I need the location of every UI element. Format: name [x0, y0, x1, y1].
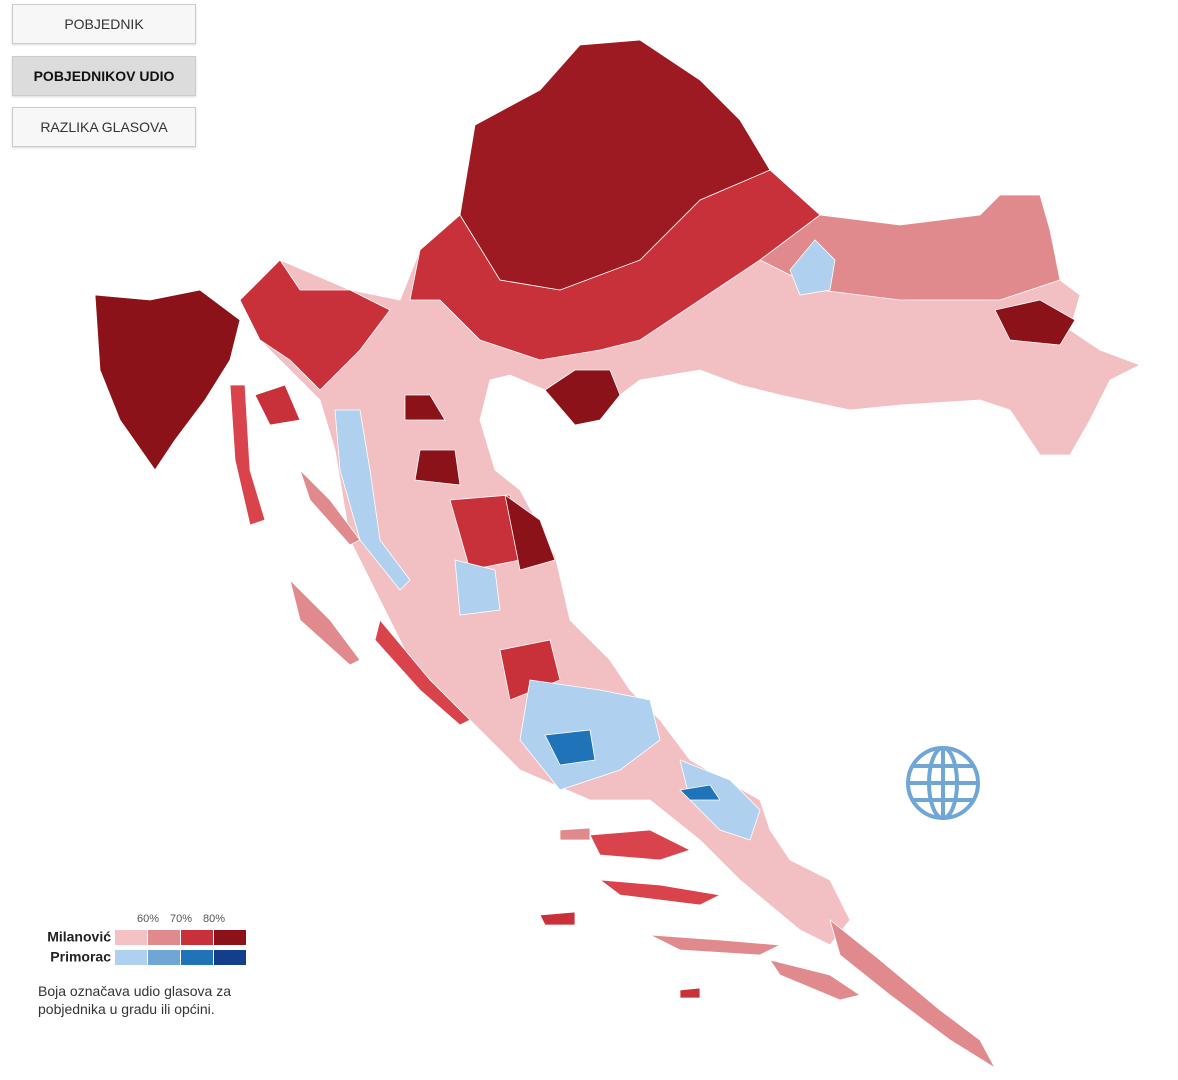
legend-threshold: 60%: [137, 913, 159, 925]
island: [299, 469, 361, 546]
legend-threshold: 80%: [203, 913, 225, 925]
island: [289, 578, 361, 666]
island: [539, 911, 576, 926]
mode-button[interactable]: RAZLIKA GLASOVA: [12, 107, 196, 147]
region: [239, 259, 391, 391]
legend-swatch: [214, 930, 246, 945]
globe-icon[interactable]: [906, 746, 980, 820]
legend-row-label: Milanović: [47, 929, 111, 945]
region: [994, 299, 1076, 346]
region: [94, 289, 241, 471]
island: [559, 827, 591, 841]
map-regions: [94, 39, 1141, 1070]
island: [374, 619, 471, 726]
island: [649, 934, 782, 956]
region: [679, 784, 721, 801]
region: [334, 409, 411, 591]
legend-swatch: [148, 950, 180, 965]
island: [679, 987, 701, 999]
island: [769, 959, 861, 1001]
legend-threshold: 70%: [170, 913, 192, 925]
island: [598, 879, 722, 906]
island: [229, 384, 266, 526]
legend-swatch: [115, 930, 147, 945]
legend-swatch: [115, 950, 147, 965]
region: [544, 729, 596, 766]
legend-swatch: [214, 950, 246, 965]
region: [414, 449, 461, 486]
region: [504, 494, 556, 571]
mode-button[interactable]: POBJEDNIKOV UDIO: [12, 56, 196, 96]
legend: 60% 70% 80% Milanović Primorac: [47, 913, 246, 965]
region: [404, 394, 446, 421]
legend-row-label: Primorac: [50, 949, 111, 965]
legend-swatch: [181, 950, 213, 965]
legend-swatch: [148, 930, 180, 945]
region: [454, 559, 501, 616]
island: [589, 829, 692, 861]
mode-button[interactable]: POBJEDNIK: [12, 4, 196, 44]
region: [829, 918, 997, 1070]
region: [459, 39, 771, 291]
region: [789, 239, 836, 296]
legend-swatch: [181, 930, 213, 945]
legend-note: Boja označava udio glasova za pobjednika…: [38, 983, 232, 1017]
island: [254, 384, 301, 426]
region: [544, 369, 621, 426]
